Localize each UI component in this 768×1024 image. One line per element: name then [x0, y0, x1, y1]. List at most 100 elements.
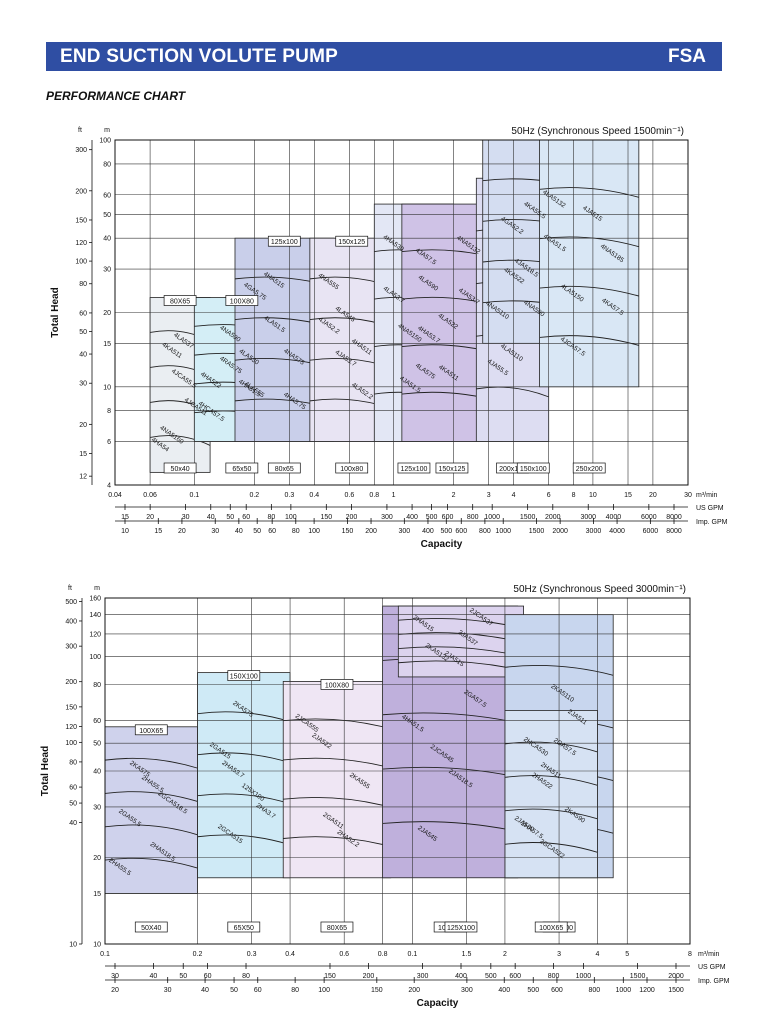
usgpm-tick-label: 80 [267, 514, 275, 521]
x-tick-label-m3min: 0.1 [100, 951, 110, 958]
usgpm-tick-label: 2000 [545, 514, 561, 521]
impgpm-tick-label: 300 [398, 528, 410, 535]
frame-size-label: 65x50 [232, 466, 251, 473]
impgpm-tick-label: 200 [408, 987, 420, 994]
frame-size-box [163, 462, 197, 474]
frame-size-label: 150x125 [338, 239, 365, 246]
x-tick-label-m3min: 3 [487, 492, 491, 499]
frame-size-label: 125x100 [271, 239, 298, 246]
performance-curve [150, 435, 211, 446]
y-tick-label-m: 8 [107, 408, 111, 415]
frame-size-box [444, 921, 478, 933]
performance-curve [476, 386, 549, 398]
performance-chart-3000: 0.1 0.2 0.3 0.4 0.6 0.8 0.1 1.5 2 3 4 5 8 10 15 20 30 40 5… [40, 584, 730, 1009]
frame-size-box [320, 679, 354, 690]
y-tick-label-ft: 100 [65, 740, 77, 747]
impgpm-tick-label: 6000 [643, 528, 659, 535]
x-tick-label-m3min: 1.5 [462, 951, 472, 958]
m3min-unit-label: m³/min [696, 492, 717, 499]
y-axis-title: Total Head [50, 287, 61, 337]
performance-curve [104, 791, 198, 802]
y-tick-label-ft: 120 [65, 724, 77, 731]
performance-curve [283, 718, 391, 730]
frame-size-label: 125X100 [447, 925, 475, 932]
y-tick-label-ft: 200 [65, 679, 77, 686]
frame-size-label: 100X80 [230, 299, 254, 306]
frame-size-box [397, 462, 431, 474]
usgpm-unit-label: US GPM [698, 964, 726, 971]
y-tick-label-ft: 20 [79, 422, 87, 429]
frame-size-box [163, 295, 197, 306]
impgpm-tick-label: 40 [235, 528, 243, 535]
frame-size-label: 80x65 [275, 466, 294, 473]
usgpm-tick-label: 800 [548, 973, 560, 980]
y-tick-label-ft: 80 [69, 759, 77, 766]
performance-curve [382, 821, 518, 832]
y-tick-label-m: 10 [103, 384, 111, 391]
frame-size-label: 125x100 [401, 466, 428, 473]
range-region-50x40 [104, 726, 198, 894]
performance-curve [539, 335, 639, 346]
y-tick-label-m: 20 [103, 310, 111, 317]
y-tick-label-ft: 300 [65, 644, 77, 651]
impgpm-tick-label: 100 [318, 987, 330, 994]
usgpm-tick-label: 800 [467, 514, 479, 521]
y-tick-label-m: 40 [103, 236, 111, 243]
y-tick-label-m: 140 [89, 612, 101, 619]
range-region-100x65 [397, 605, 524, 678]
impgpm-tick-label: 100 [308, 528, 320, 535]
usgpm-tick-label: 8000 [666, 514, 682, 521]
m-unit-label: m [94, 585, 100, 592]
performance-curve [504, 808, 598, 820]
usgpm-tick-label: 2000 [668, 973, 684, 980]
y-tick-label-m: 100 [89, 654, 101, 661]
performance-chart-1500: 0.04 0.06 0.1 0.2 0.3 0.4 0.6 0.8 1 2 3 4 6 8 10 15 20 30… [50, 126, 728, 550]
y-tick-label-m: 100 [99, 138, 111, 145]
x-tick-label-m3min: 10 [589, 492, 597, 499]
y-tick-label-ft: 300 [75, 147, 87, 154]
performance-curve [504, 842, 598, 853]
performance-curve [283, 757, 391, 769]
impgpm-tick-label: 60 [254, 987, 262, 994]
y-tick-label-ft: 60 [69, 785, 77, 792]
usgpm-tick-label: 50 [226, 514, 234, 521]
usgpm-tick-label: 200 [346, 514, 358, 521]
y-tick-label-ft: 60 [79, 310, 87, 317]
impgpm-tick-label: 600 [551, 987, 563, 994]
usgpm-tick-label: 400 [406, 514, 418, 521]
frame-size-box [225, 295, 259, 306]
x-tick-label-m3min: 0.04 [108, 492, 122, 499]
x-tick-label-m3min: 30 [684, 492, 692, 499]
y-tick-label-ft: 150 [65, 704, 77, 711]
impgpm-tick-label: 20 [111, 987, 119, 994]
usgpm-tick-label: 150 [320, 514, 332, 521]
frame-size-box [134, 921, 168, 933]
impgpm-tick-label: 3000 [586, 528, 602, 535]
x-tick-label-m3min: 0.1 [408, 951, 418, 958]
range-region-65x50 [197, 672, 291, 879]
x-tick-label-m3min: 3 [557, 951, 561, 958]
performance-curve [504, 775, 598, 786]
impgpm-tick-label: 400 [422, 528, 434, 535]
y-tick-label-m: 120 [89, 631, 101, 638]
y-tick-label-m: 40 [93, 769, 101, 776]
frame-size-label: 150x125 [439, 466, 466, 473]
series-code: FSA [668, 45, 706, 67]
x-tick-label-m3min: 0.6 [339, 951, 349, 958]
x-tick-label-m3min: 0.2 [249, 492, 259, 499]
impgpm-tick-label: 80 [291, 987, 299, 994]
impgpm-tick-label: 1500 [529, 528, 545, 535]
performance-curve [539, 285, 639, 297]
frame-size-label: 250x200 [576, 466, 603, 473]
impgpm-tick-label: 50 [230, 987, 238, 994]
y-tick-label-m: 160 [89, 596, 101, 603]
impgpm-unit-label: Imp. GPM [698, 978, 730, 985]
y-tick-label-ft: 500 [65, 599, 77, 606]
impgpm-tick-label: 300 [461, 987, 473, 994]
usgpm-tick-label: 1500 [630, 973, 646, 980]
range-region-125x100 [504, 710, 598, 879]
impgpm-tick-label: 30 [164, 987, 172, 994]
y-tick-label-m: 15 [103, 341, 111, 348]
frame-size-box [225, 462, 259, 474]
usgpm-tick-label: 80 [242, 973, 250, 980]
